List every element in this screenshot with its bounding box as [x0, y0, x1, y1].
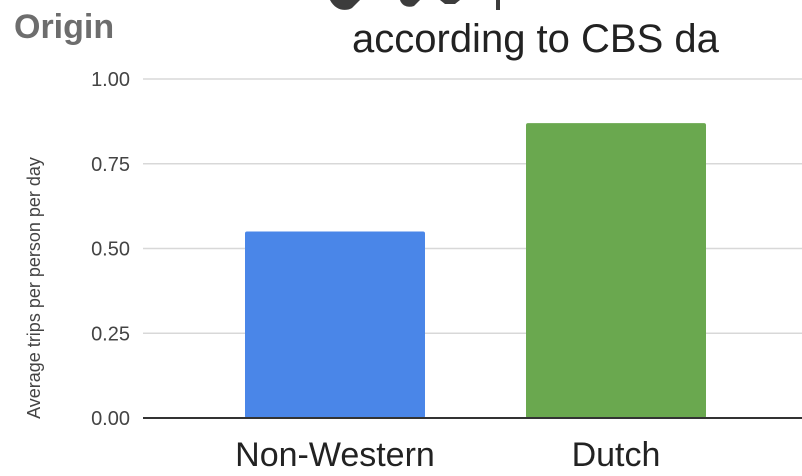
y-tick-label: 0.00	[91, 408, 130, 430]
x-tick-label: Non-Western	[235, 436, 435, 474]
chart-title-partial-top	[330, 0, 500, 10]
chart-title: according to CBS da	[352, 17, 720, 61]
y-tick-label: 0.50	[91, 239, 130, 261]
legend-title: Origin	[14, 8, 114, 46]
y-axis-ticks: 0.00 0.25 0.50 0.75 1.00	[91, 69, 130, 430]
bars	[245, 123, 706, 418]
y-tick-label: 1.00	[91, 69, 130, 91]
x-tick-label: Dutch	[572, 436, 661, 474]
bar-dutch	[526, 123, 706, 418]
y-tick-label: 0.25	[91, 323, 130, 345]
bar-non-western	[245, 231, 425, 418]
y-axis-label: Average trips per person per day	[24, 157, 44, 419]
y-tick-label: 0.75	[91, 154, 130, 176]
x-axis-tick-labels: Non-Western Dutch	[235, 436, 660, 474]
